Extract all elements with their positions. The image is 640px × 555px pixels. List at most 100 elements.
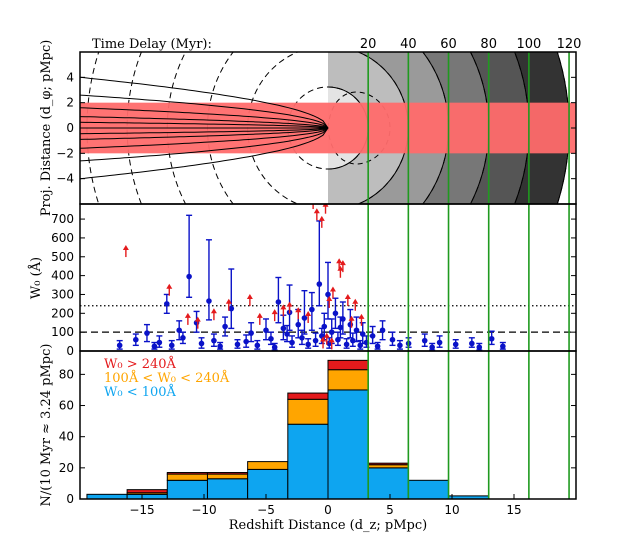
limit-arrow (348, 315, 355, 321)
detection-point (343, 341, 350, 348)
detection-point (263, 327, 269, 334)
mid-ytick-label: 500 (51, 250, 74, 264)
xtick-label: −15 (129, 503, 154, 517)
histogram-bar (407, 479, 450, 499)
limit-arrow (210, 308, 217, 314)
xtick-label: −5 (257, 503, 275, 517)
detection-point (289, 339, 295, 346)
limit-arrow (326, 295, 333, 301)
detection-point (337, 324, 344, 331)
bottom-y-axis-label: N/(10 Myr ≈ 3.24 pMpc) (39, 344, 54, 507)
legend-entry: W₀ > 240Å (104, 356, 177, 372)
bottom-frame (79, 350, 577, 500)
histogram-bar (367, 462, 409, 466)
detection-point (469, 340, 475, 347)
top-panel: −4 −2 0 2 4 Proj. Distance (d_φ; pMpc) Time … (39, 37, 581, 217)
detection-point (248, 330, 254, 336)
detection-point (357, 342, 364, 349)
time-delay-label: 40 (400, 37, 417, 52)
detection-point (234, 341, 241, 348)
horizon-curve-0-upper (80, 121, 329, 129)
detection-point (301, 315, 308, 321)
limit-arrow (286, 301, 293, 307)
horizon-curve-2-upper (80, 107, 329, 129)
histogram-bar (327, 389, 369, 499)
detection-point (488, 335, 495, 342)
limit-arrow (336, 258, 343, 264)
detection-point (476, 344, 483, 351)
bottom-y-ticks: 0 20 40 60 80 (59, 367, 576, 506)
top-ytick-label: 0 (66, 121, 74, 135)
limit-arrow (122, 245, 129, 251)
histogram-bar (166, 479, 208, 499)
bot-ytick-label: 20 (59, 461, 74, 475)
legend-entry: W₀ < 100Å (104, 384, 177, 400)
top-y-axis-label: Proj. Distance (d_φ; pMpc) (39, 40, 54, 217)
detection-point (332, 310, 339, 317)
detection-point (295, 321, 302, 328)
mid-ytick-label: 100 (51, 325, 74, 339)
detection-point (299, 335, 305, 341)
limit-arrow (323, 332, 330, 338)
detection-point (350, 337, 356, 344)
top-ytick-label: −4 (56, 172, 74, 186)
time-delay-label: 80 (480, 37, 497, 52)
top-y-ticks: −4 −2 0 2 4 (56, 70, 576, 186)
detection-point (312, 337, 319, 344)
limit-arrow (246, 294, 253, 300)
limit-arrow (352, 298, 359, 304)
detection-point (374, 343, 381, 350)
top-ytick-label: 4 (66, 70, 74, 84)
detection-point (325, 291, 331, 298)
detection-point (168, 342, 175, 349)
detection-point (198, 340, 205, 347)
detection-point (186, 273, 192, 280)
histogram-bar (206, 478, 249, 499)
legend-entry: 100Å < W₀ < 240Å (104, 370, 230, 386)
histogram-bar (327, 359, 369, 371)
horizon-curve-1-lower (80, 127, 329, 140)
detection-point (353, 327, 360, 334)
limit-arrow (318, 215, 325, 221)
detection-point (309, 306, 315, 313)
inner-dashed-loop (327, 91, 391, 165)
horizon-curve-3-lower (80, 127, 329, 162)
histogram-bar (247, 468, 289, 499)
histogram-bar (287, 423, 329, 499)
detection-point (389, 336, 396, 343)
limit-arrow (339, 260, 346, 266)
detection-point (316, 281, 323, 287)
xtick-label: −10 (191, 503, 216, 517)
detection-point (280, 325, 287, 332)
horizon-curve-3-upper (80, 94, 329, 129)
detection-point (275, 299, 282, 305)
detection-point (397, 342, 403, 349)
detection-point (500, 343, 506, 350)
detection-point (164, 301, 170, 307)
detection-point (328, 329, 335, 335)
time-delay-title: Time Delay (Myr): (92, 37, 212, 52)
mid-ytick-label: 600 (51, 231, 74, 245)
limit-arrow (271, 309, 278, 315)
horizon-curve-0-lower (80, 127, 329, 135)
bot-ytick-label: 40 (59, 430, 74, 444)
histogram-bar (206, 472, 249, 475)
horizon-curve-1-upper (80, 116, 329, 129)
detection-point (379, 327, 386, 334)
middle-panel: 0 100 200 300 400 500 600 700 W₀ (Å) (28, 204, 576, 358)
top-ytick-label: −2 (56, 146, 74, 160)
detection-point (369, 333, 376, 339)
limit-arrow (280, 304, 287, 310)
horizon-curves (80, 76, 329, 180)
histogram-bar (247, 461, 289, 470)
absorber-points (116, 204, 506, 351)
detection-point (305, 341, 311, 348)
mid-ytick-label: 700 (51, 212, 74, 226)
histogram-bar (287, 392, 329, 400)
bottom-panel: 0 20 40 60 80 −15 −10 −5 0 5 10 15 N/(10 Myr ≈ 3.2… (39, 344, 576, 533)
detection-point (116, 342, 123, 349)
mid-ytick-label: 200 (51, 306, 74, 320)
detection-point (429, 344, 435, 351)
